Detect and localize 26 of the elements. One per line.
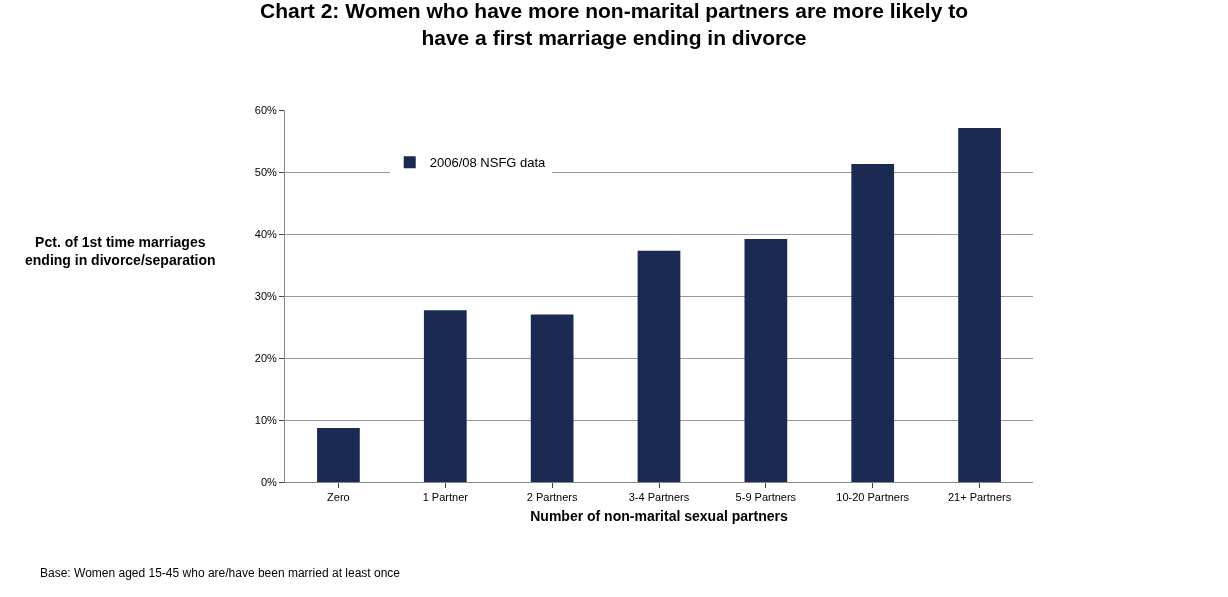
text: Base: Women aged 15-45 who are/have been married at least once: [40, 566, 401, 580]
y-tick-label: 40%: [254, 227, 277, 240]
x-tick-label: 21+ Partners: [947, 491, 1012, 504]
y-tick-label: 50%: [254, 165, 277, 178]
bar: [530, 314, 574, 482]
y-tick-label: 0%: [260, 475, 278, 488]
bar: [637, 250, 681, 482]
bar: [317, 428, 360, 482]
bar: [958, 127, 1001, 482]
x-tick-label: 1 Partner: [422, 491, 469, 504]
bar: [744, 238, 788, 482]
x-tick-label: 5-9 Partners: [735, 491, 797, 504]
y-tick-label: 30%: [254, 289, 277, 302]
bar: [423, 310, 467, 482]
x-tick-label: 10-20 Partners: [836, 491, 910, 504]
y-tick-label: 60%: [254, 103, 277, 116]
x-tick-label: Zero: [327, 491, 350, 504]
legend-label: 2006/08 NSFG data: [429, 155, 547, 171]
y-tick-label: 20%: [254, 351, 277, 364]
x-tick-label: 2 Partners: [526, 491, 579, 504]
y-tick-label: 10%: [254, 413, 277, 426]
chart-title: Chart 2: Women who have more non-marital partners are more likely to have a first marriage ending in divorce: [260, 0, 968, 50]
bar: [851, 163, 895, 482]
x-axis-title: Number of non-marital sexual partners: [530, 507, 788, 524]
x-tick-label: 3-4 Partners: [628, 491, 690, 504]
y-axis-title: Pct. of 1st time marriages ending in divorce/separation: [25, 234, 216, 269]
